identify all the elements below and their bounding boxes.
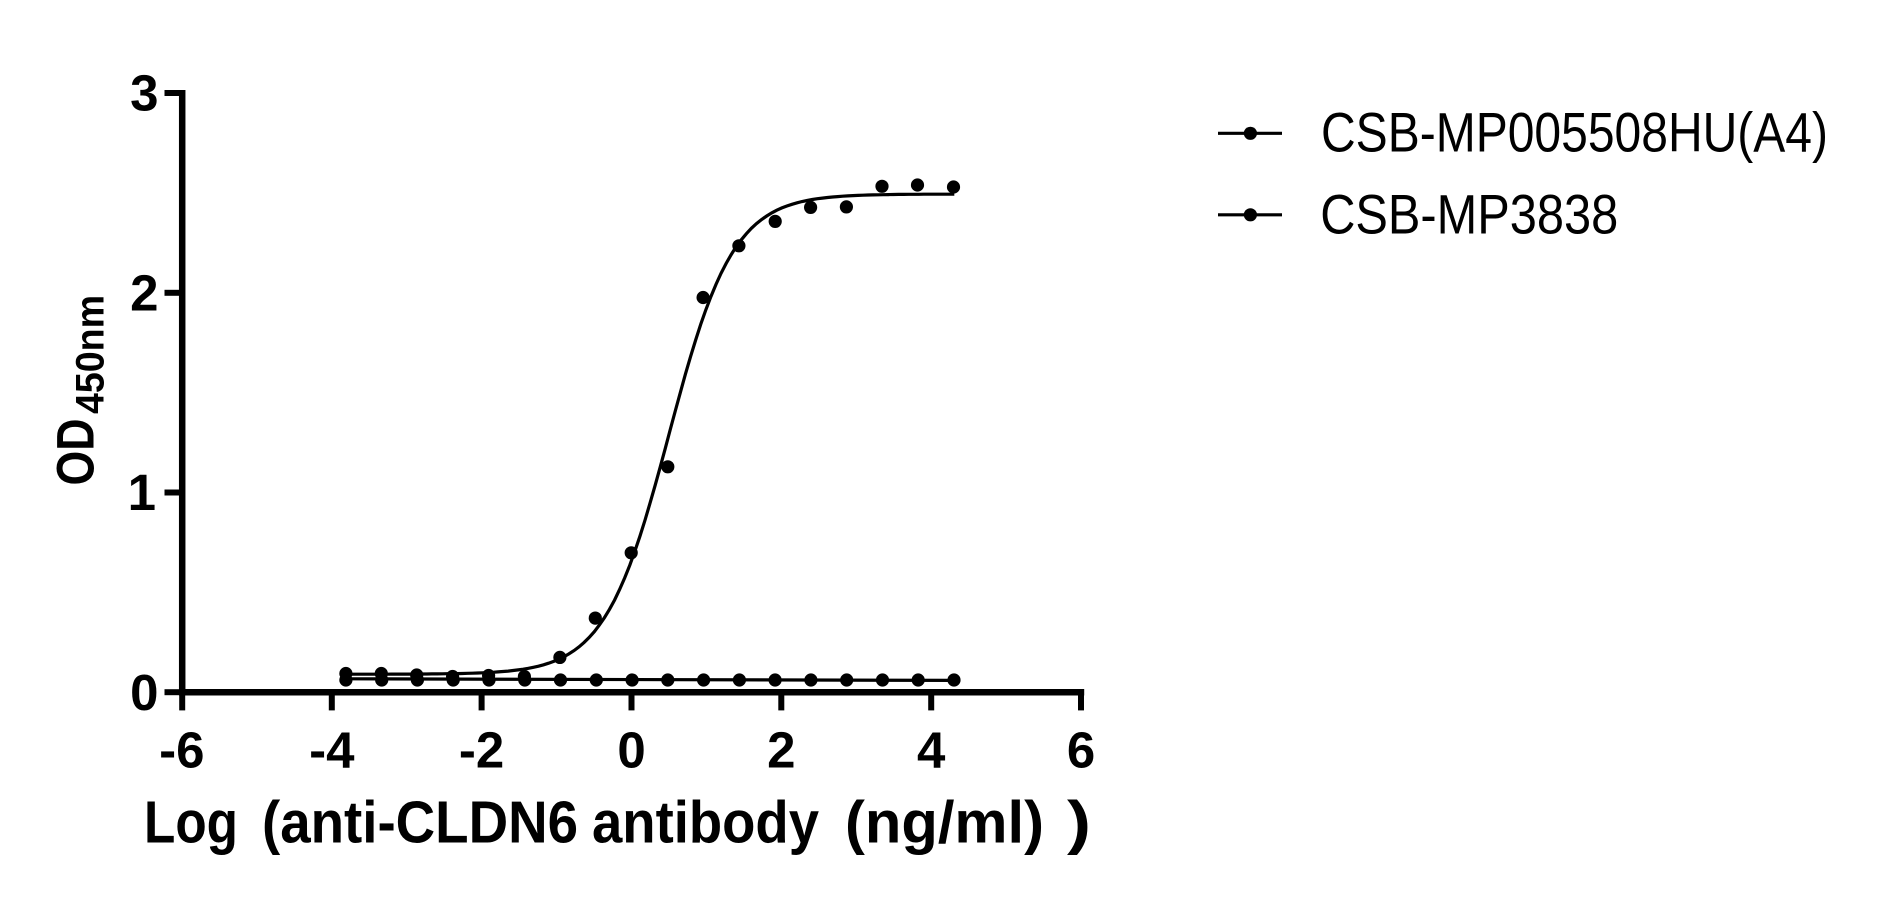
svg-text:6: 6 (1067, 722, 1095, 779)
svg-text:0: 0 (130, 664, 158, 721)
svg-text:(ng/ml): (ng/ml) (845, 790, 1044, 856)
svg-text:3: 3 (130, 65, 158, 122)
svg-text:2: 2 (767, 722, 795, 779)
svg-text:antibody: antibody (592, 790, 819, 856)
svg-text:CSB-MP005508HU(A4): CSB-MP005508HU(A4) (1321, 101, 1828, 164)
svg-text:-6: -6 (159, 722, 204, 779)
svg-text:-4: -4 (309, 722, 355, 779)
svg-text:-2: -2 (459, 722, 504, 779)
svg-text:450nm: 450nm (69, 295, 113, 414)
svg-text:CSB-MP3838: CSB-MP3838 (1320, 183, 1618, 246)
svg-text:OD: OD (47, 419, 106, 486)
svg-text:): ) (1067, 790, 1091, 856)
svg-text:2: 2 (130, 264, 158, 321)
svg-text:0: 0 (617, 722, 645, 779)
svg-text:1: 1 (128, 464, 156, 521)
svg-text:Log: Log (144, 790, 238, 856)
svg-text:4: 4 (917, 722, 946, 779)
svg-text:(anti-CLDN6: (anti-CLDN6 (262, 790, 578, 856)
